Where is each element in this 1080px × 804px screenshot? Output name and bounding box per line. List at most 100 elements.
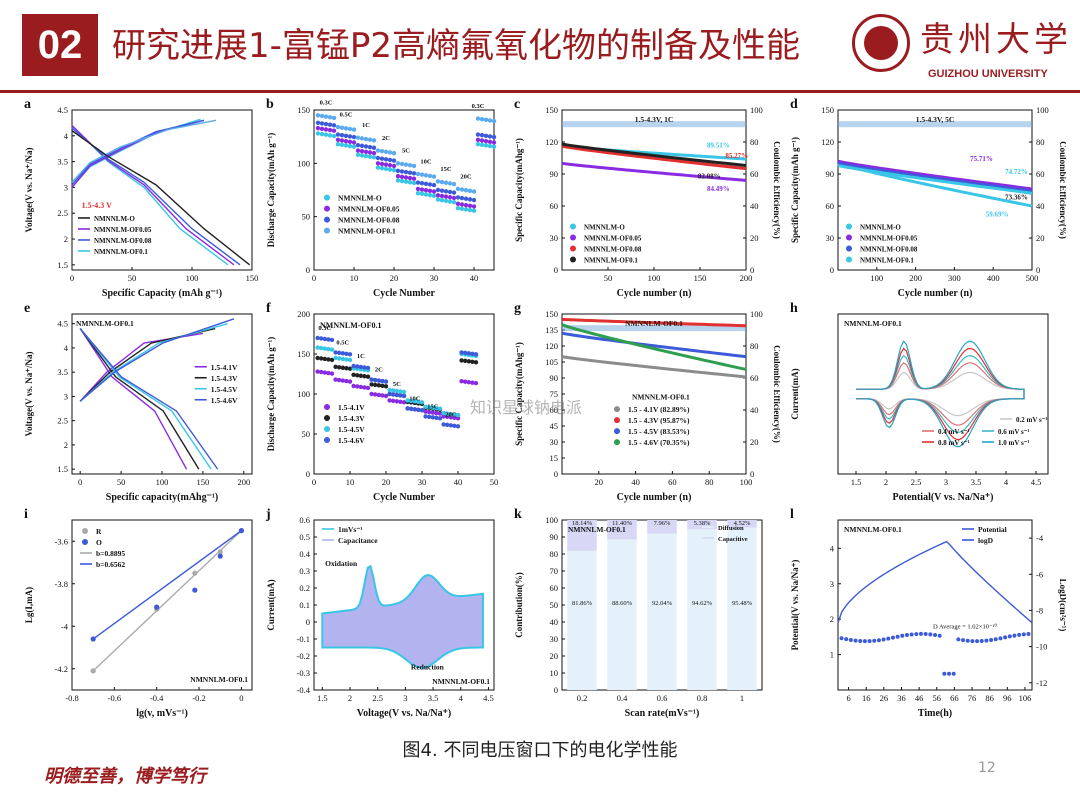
- capacity-point: [443, 189, 449, 194]
- diffusion-bar: [687, 529, 717, 690]
- y-tick-label: -0.2: [297, 651, 310, 661]
- capacity-point: [358, 384, 363, 390]
- y-tick-label: -0.3: [297, 668, 310, 678]
- capacity-point: [423, 404, 428, 409]
- capacity-point: [473, 360, 479, 365]
- capacity-point: [340, 356, 345, 362]
- capacity-point: [322, 346, 327, 351]
- logD-point: [844, 637, 849, 642]
- capacity-point: [398, 389, 403, 394]
- capacity-curve: [561, 144, 747, 171]
- test-condition-label: 1.5-4.3V, 5C: [916, 115, 955, 124]
- logD-point: [1007, 634, 1012, 639]
- y-axis-label: Contribution(%): [514, 572, 524, 638]
- x-tick-label: 2.5: [911, 477, 922, 487]
- y-axis-label: Specific Capacity(mAh g⁻¹): [790, 137, 800, 243]
- capacity-point: [383, 393, 389, 399]
- x-tick-label: 2: [884, 477, 888, 487]
- capacity-point: [475, 132, 481, 137]
- capacity-point: [398, 393, 403, 398]
- page-title: 研究进展1-富锰P2高熵氟氧化物的制备及性能: [112, 26, 801, 66]
- capacity-point: [319, 345, 324, 351]
- capacity-point: [355, 364, 360, 369]
- logD-point: [937, 633, 942, 638]
- y-tick-label: 0: [554, 685, 558, 695]
- capacity-point: [441, 411, 446, 416]
- capacity-point: [347, 366, 353, 371]
- capacity-point: [407, 180, 413, 185]
- x-tick-label: 50: [604, 273, 613, 283]
- capacity-point: [315, 125, 321, 131]
- capacity-point: [323, 132, 329, 137]
- panel-letter: c: [514, 97, 520, 112]
- retention-label: 84.49%: [707, 185, 730, 193]
- capacitive-bar: [687, 520, 717, 530]
- capacity-point: [376, 378, 381, 383]
- y2-tick-label: -12: [1036, 678, 1047, 688]
- x-tick-label: 0: [239, 693, 243, 703]
- y-tick-label: 10: [550, 668, 559, 678]
- capacity-point: [365, 374, 371, 379]
- legend-marker: [82, 539, 88, 545]
- logD-point: [1021, 632, 1026, 637]
- capacity-point: [394, 392, 399, 398]
- y-tick-label: 0: [554, 265, 558, 275]
- capacity-point: [322, 370, 327, 375]
- capacity-point: [326, 346, 331, 352]
- y-tick-label: 3.5: [57, 367, 68, 377]
- legend-marker: [846, 234, 852, 241]
- capacity-point: [339, 138, 345, 143]
- capacity-point: [401, 389, 407, 395]
- capacity-point: [323, 114, 329, 119]
- capacity-point: [343, 143, 349, 148]
- x-tick-label: 40: [470, 273, 479, 283]
- capacity-point: [473, 380, 479, 386]
- logD-point: [979, 639, 984, 644]
- y-tick-label: 105: [545, 357, 558, 367]
- capacity-point: [407, 170, 413, 175]
- chart-panel-h: 1.5 2 2.5 3 3.5 4 4.5 Potential(V vs. Na/Na⁺) Cu…: [786, 300, 1066, 510]
- panel-letter: i: [24, 507, 28, 522]
- rate-label: 15C: [440, 166, 452, 173]
- rate-label: 15C: [427, 403, 439, 410]
- capacity-point: [387, 157, 393, 163]
- capacity-point: [369, 382, 374, 387]
- capacity-point: [451, 181, 457, 187]
- capacity-point: [430, 410, 435, 415]
- x-tick-label: 80: [705, 477, 714, 487]
- y-tick-label: 75: [550, 389, 559, 399]
- x-tick-label: 86: [985, 693, 994, 703]
- x-tick-label: 50: [117, 477, 126, 487]
- panel-letter: f: [266, 301, 271, 316]
- y2-axis-label: Coulombic Efficiency(%): [772, 345, 780, 443]
- plot-frame: [71, 313, 253, 475]
- capacity-point: [380, 393, 385, 398]
- capacity-point: [430, 415, 435, 420]
- panel-letter: h: [790, 301, 798, 316]
- x-axis-label: Voltage(V vs. Na/Na⁺): [357, 708, 451, 719]
- category-label: 1: [740, 693, 744, 703]
- logD-point: [918, 631, 923, 636]
- legend-entry: NMNNLM-OF0.05: [94, 226, 152, 234]
- university-motto: 明德至善，博学笃行: [44, 766, 206, 787]
- capacity-point: [315, 335, 320, 341]
- legend-marker: [570, 245, 576, 252]
- capacity-point: [419, 191, 425, 197]
- capacity-point: [387, 150, 393, 155]
- capacity-point: [365, 365, 371, 371]
- logD-point: [933, 633, 937, 638]
- capacity-point: [459, 379, 464, 384]
- capacity-point: [326, 357, 331, 362]
- capacity-point: [459, 187, 465, 192]
- capacity-point: [340, 378, 345, 383]
- y2-tick-label: 80: [1036, 137, 1045, 147]
- x-tick-label: 50: [128, 273, 137, 283]
- y2-tick-label: 80: [750, 137, 759, 147]
- university-seal-icon: [852, 14, 910, 72]
- capacity-point: [351, 134, 357, 140]
- capacity-point: [411, 176, 417, 181]
- y-tick-label: 45: [550, 421, 559, 431]
- capacity-point: [411, 171, 417, 176]
- capacity-point: [473, 352, 479, 357]
- y-tick-label: 2: [64, 234, 68, 244]
